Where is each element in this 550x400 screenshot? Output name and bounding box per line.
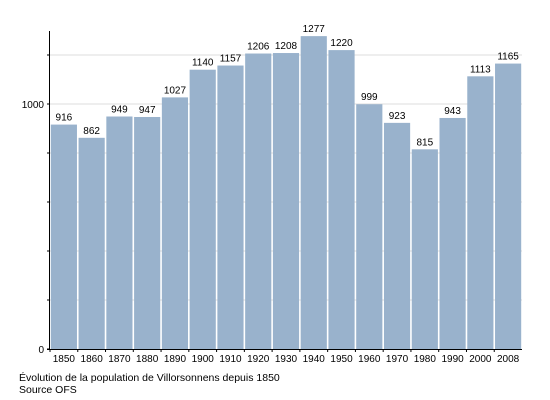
bar-1890: [161, 97, 189, 349]
x-tick-label: 1960: [358, 354, 381, 365]
bar-1860: [78, 137, 105, 349]
bar-1920: [245, 53, 272, 349]
bar-1990: [439, 117, 466, 349]
chart-source: Source OFS: [19, 384, 77, 396]
bar-value-label: 1113: [470, 64, 491, 75]
bar-value-label: 943: [444, 106, 461, 117]
bar-value-label: 947: [139, 105, 156, 116]
bar-value-label: 815: [416, 137, 433, 148]
bar-1940: [300, 36, 327, 349]
bars: [50, 36, 522, 350]
x-tick-label: 1850: [53, 354, 76, 365]
bar-1950: [328, 50, 355, 349]
y-tick-label: 0: [38, 345, 44, 356]
bar-1850: [50, 124, 77, 349]
bar-2008: [495, 63, 522, 349]
axes: [47, 31, 522, 352]
bar-2000: [467, 76, 494, 349]
y-tick-label: 1000: [22, 100, 45, 111]
bar-1910: [217, 65, 244, 349]
x-tick-label: 1860: [81, 354, 104, 365]
x-tick-label: 1990: [441, 354, 464, 365]
bar-1980: [411, 149, 438, 349]
bar-value-label: 1206: [247, 42, 270, 53]
x-tick-labels: 1850 1860 1870 1880 1890 1900 1910 1920 1930 1940…: [53, 354, 520, 365]
bar-1870: [106, 116, 133, 350]
bar-value-label: 1277: [303, 24, 326, 35]
bar-value-label: 1157: [220, 54, 242, 65]
bar-value-label: 949: [111, 104, 128, 115]
x-tick-label: 1940: [303, 354, 326, 365]
x-tick-label: 1920: [247, 354, 270, 365]
x-tick-label: 1980: [414, 354, 437, 365]
bar-value-label: 1140: [192, 58, 214, 69]
bar-value-label: 916: [56, 113, 73, 124]
x-tick-label: 1950: [330, 354, 353, 365]
x-tick-label: 1970: [386, 354, 409, 365]
bar-1880: [134, 116, 161, 349]
x-tick-label: 2000: [469, 354, 492, 365]
x-tick-label: 2008: [497, 354, 520, 365]
x-tick-label: 1930: [275, 354, 298, 365]
bar-value-label: 1165: [497, 52, 519, 63]
y-tick-labels: 0 1000: [22, 100, 45, 356]
bar-value-label: 1027: [164, 85, 187, 96]
bar-1970: [383, 122, 411, 350]
bar-1900: [189, 69, 216, 349]
bar-value-label: 999: [361, 92, 378, 103]
bar-value-label: 1208: [275, 41, 298, 52]
bar-value-labels: 916 862 949 947 1027 1140 1157 1206 1208 1277 1220…: [56, 24, 520, 148]
bar-1930: [272, 53, 300, 349]
chart-caption: Évolution de la population de Villorsonn…: [19, 372, 280, 384]
x-tick-label: 1870: [108, 354, 131, 365]
bar-value-label: 1220: [330, 38, 353, 49]
x-tick-label: 1910: [219, 354, 242, 365]
bar-value-label: 862: [83, 126, 100, 137]
bar-1960: [356, 104, 383, 350]
x-tick-label: 1900: [192, 354, 215, 365]
x-tick-label: 1880: [136, 354, 159, 365]
x-tick-label: 1890: [164, 354, 187, 365]
bar-value-label: 923: [389, 111, 406, 122]
